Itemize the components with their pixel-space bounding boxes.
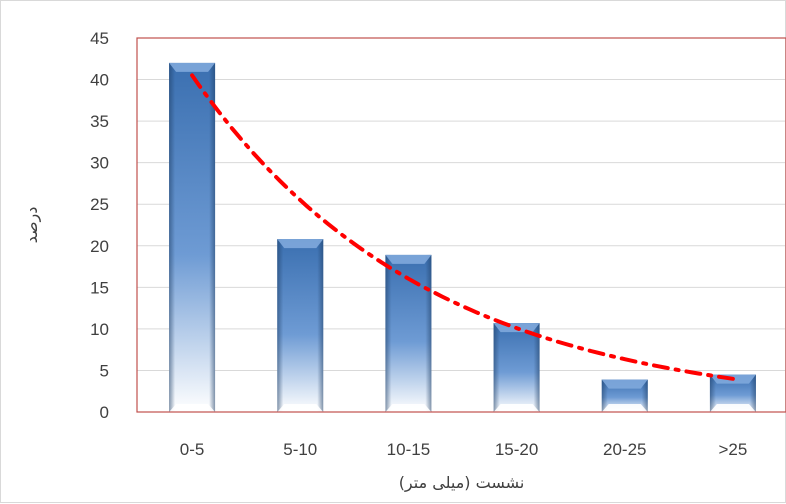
y-tick-label-4: 20 [90, 237, 109, 256]
bar-cap [169, 62, 216, 72]
y-axis-ticks: 0 5 10 15 20 25 30 35 40 45 [90, 29, 109, 422]
bar-body [277, 239, 324, 412]
x-tick-label-4: 20-25 [603, 440, 646, 459]
bar-shade-left [493, 323, 500, 412]
bar-shade-left [169, 62, 176, 412]
plot-area-border [136, 37, 786, 413]
bar-base [493, 404, 540, 412]
y-tick-label-0: 0 [100, 403, 109, 422]
y-tick-label-2: 10 [90, 320, 109, 339]
y-tick-label-1: 5 [100, 361, 109, 380]
x-tick-label-3: 15-20 [495, 440, 538, 459]
bar-base [709, 404, 756, 412]
bar-cap [385, 254, 432, 264]
bar-shade-left [601, 379, 608, 412]
x-axis-title: نشست (میلی متر) [399, 473, 525, 493]
bar-shade-left [709, 374, 716, 412]
bar-body [385, 254, 432, 412]
bars [169, 62, 756, 412]
x-tick-label-5: >25 [718, 440, 747, 459]
x-tick-label-2: 10-15 [387, 440, 430, 459]
bar-shade-right [425, 254, 432, 412]
y-tick-label-6: 30 [90, 154, 109, 173]
bar-shade-right [209, 62, 216, 412]
x-tick-label-1: 5-10 [283, 440, 317, 459]
bar-20-25 [601, 379, 648, 412]
bar-0-5 [169, 62, 216, 412]
bar-body [169, 62, 216, 412]
bar-15-20 [493, 323, 540, 412]
x-axis-ticks: 0-5 5-10 10-15 15-20 20-25 >25 [180, 440, 748, 459]
y-tick-label-8: 40 [90, 71, 109, 90]
trendline [190, 73, 735, 381]
bar-10-15 [385, 254, 432, 412]
bar-base [277, 404, 324, 412]
bar-base [169, 404, 216, 412]
bar-5-10 [277, 239, 324, 412]
y-tick-label-9: 45 [90, 29, 109, 48]
bar-shade-left [385, 254, 392, 412]
x-tick-label-0: 0-5 [180, 440, 205, 459]
bar-shade-right [641, 379, 648, 412]
bar-shade-right [533, 323, 540, 412]
bar-shade-right [317, 239, 324, 412]
bar-base [601, 404, 648, 412]
bar-cap [277, 239, 324, 249]
y-axis-title: درصد [22, 207, 42, 244]
bar-shade-left [277, 239, 284, 412]
y-tick-label-5: 25 [90, 195, 109, 214]
bar-body [493, 323, 540, 412]
y-tick-label-7: 35 [90, 112, 109, 131]
trendline-group [190, 73, 735, 381]
bar-base [385, 404, 432, 412]
bar-shade-right [749, 374, 756, 412]
bar-cap [601, 379, 648, 389]
y-tick-label-3: 15 [90, 278, 109, 297]
gridlines [137, 37, 786, 413]
